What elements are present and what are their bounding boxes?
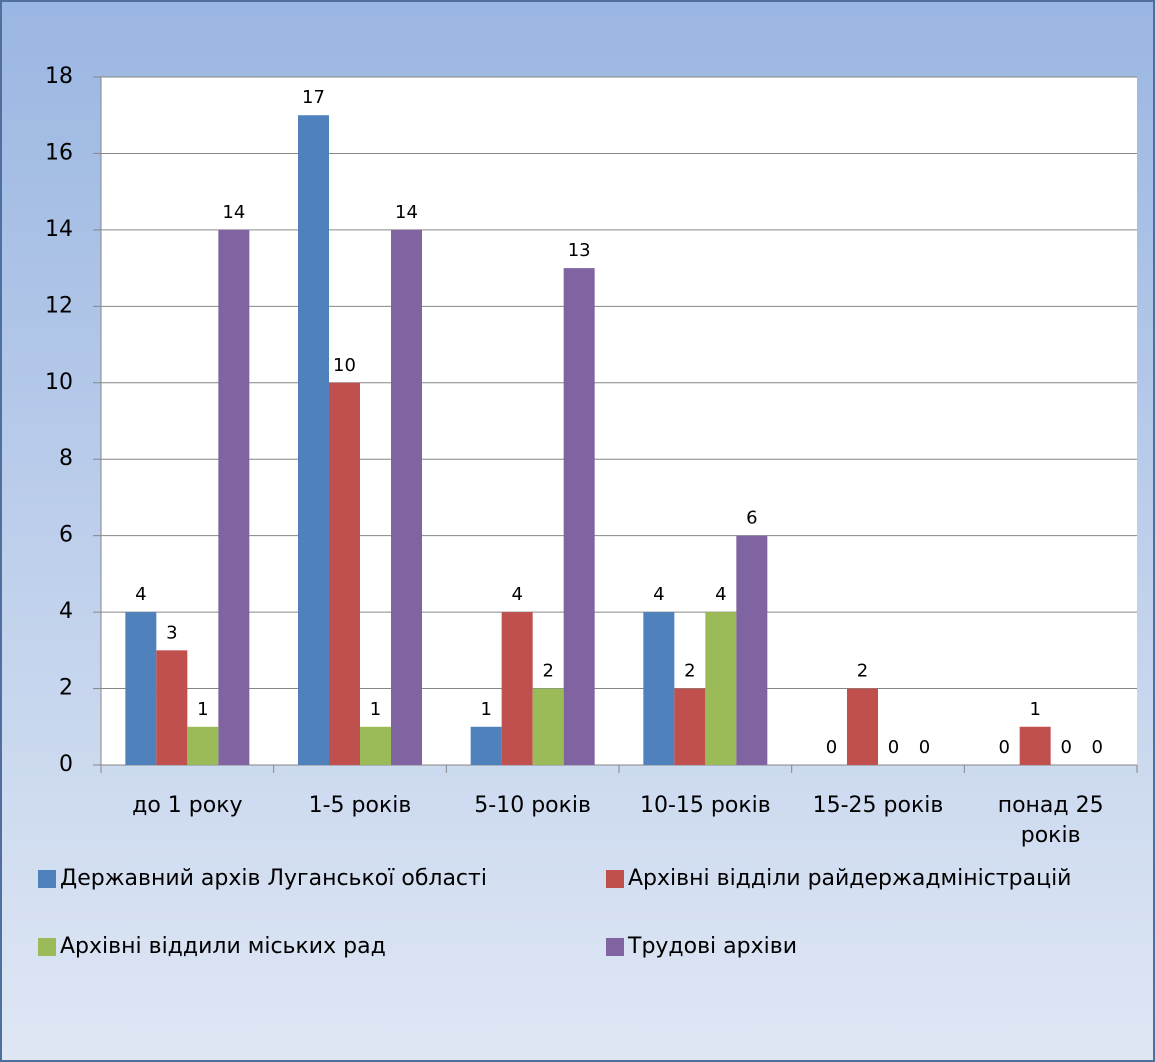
data-label: 1 [1029,699,1040,720]
bar [705,612,737,765]
bar [674,688,706,765]
x-tick-label: до 1 року [132,793,243,818]
y-tick-label: 10 [45,370,73,395]
y-tick-label: 12 [45,293,73,318]
plot-area [101,77,1137,765]
data-label: 1 [480,699,491,720]
x-tick-label: 1-5 років [308,793,412,818]
data-label: 6 [746,508,757,529]
bar [187,726,219,765]
data-label: 0 [998,737,1009,758]
bar [847,688,878,765]
bar [156,650,188,765]
data-label: 2 [542,661,553,682]
data-label: 0 [1060,737,1071,758]
data-label: 4 [715,584,726,605]
bar [329,382,360,765]
y-tick-label: 8 [59,446,73,471]
bar [532,688,564,765]
data-label: 0 [826,737,837,758]
data-label: 1 [370,699,381,720]
data-label: 4 [135,584,146,605]
data-label: 0 [888,737,899,758]
bar [563,268,595,765]
y-tick-label: 2 [59,676,73,701]
bar [391,229,422,765]
bar [470,726,502,765]
x-tick-label: 15-25 років [812,793,944,818]
bar [360,726,391,765]
data-label: 4 [653,584,664,605]
legend-label: Трудові архіви [627,934,797,959]
x-tick-label: 10-15 років [639,793,771,818]
x-tick-label: 5-10 років [474,793,592,818]
legend-swatch [606,870,624,888]
data-label: 4 [511,584,522,605]
legend-swatch [606,938,624,956]
y-tick-label: 18 [45,64,73,89]
y-tick-label: 4 [59,599,73,624]
y-tick-label: 16 [45,140,73,165]
data-label: 0 [919,737,930,758]
x-tick-label: понад 25 років [997,793,1104,848]
legend-label: Державний архів Луганської області [60,866,487,891]
bar [1019,726,1051,765]
bar [736,535,768,765]
data-label: 1 [197,699,208,720]
data-label: 13 [568,240,591,261]
y-tick-label: 0 [59,752,73,777]
y-tick-label: 14 [45,217,73,242]
legend-swatch [38,938,56,956]
data-label: 2 [857,661,868,682]
data-label: 3 [166,622,177,643]
bar [218,229,250,765]
data-label: 0 [1091,737,1102,758]
y-tick-label: 6 [59,523,73,548]
bar [643,612,675,765]
data-label: 2 [684,661,695,682]
data-label: 10 [333,355,356,376]
data-label: 14 [395,202,418,223]
data-label: 17 [302,87,325,108]
legend-label: Архівні відділи райдержадміністрацій [628,866,1071,891]
legend-label: Архівні віддили міських рад [60,934,386,959]
bar [298,115,329,765]
data-label: 14 [222,202,245,223]
bar [501,612,533,765]
bar [125,612,157,765]
legend-swatch [38,870,56,888]
